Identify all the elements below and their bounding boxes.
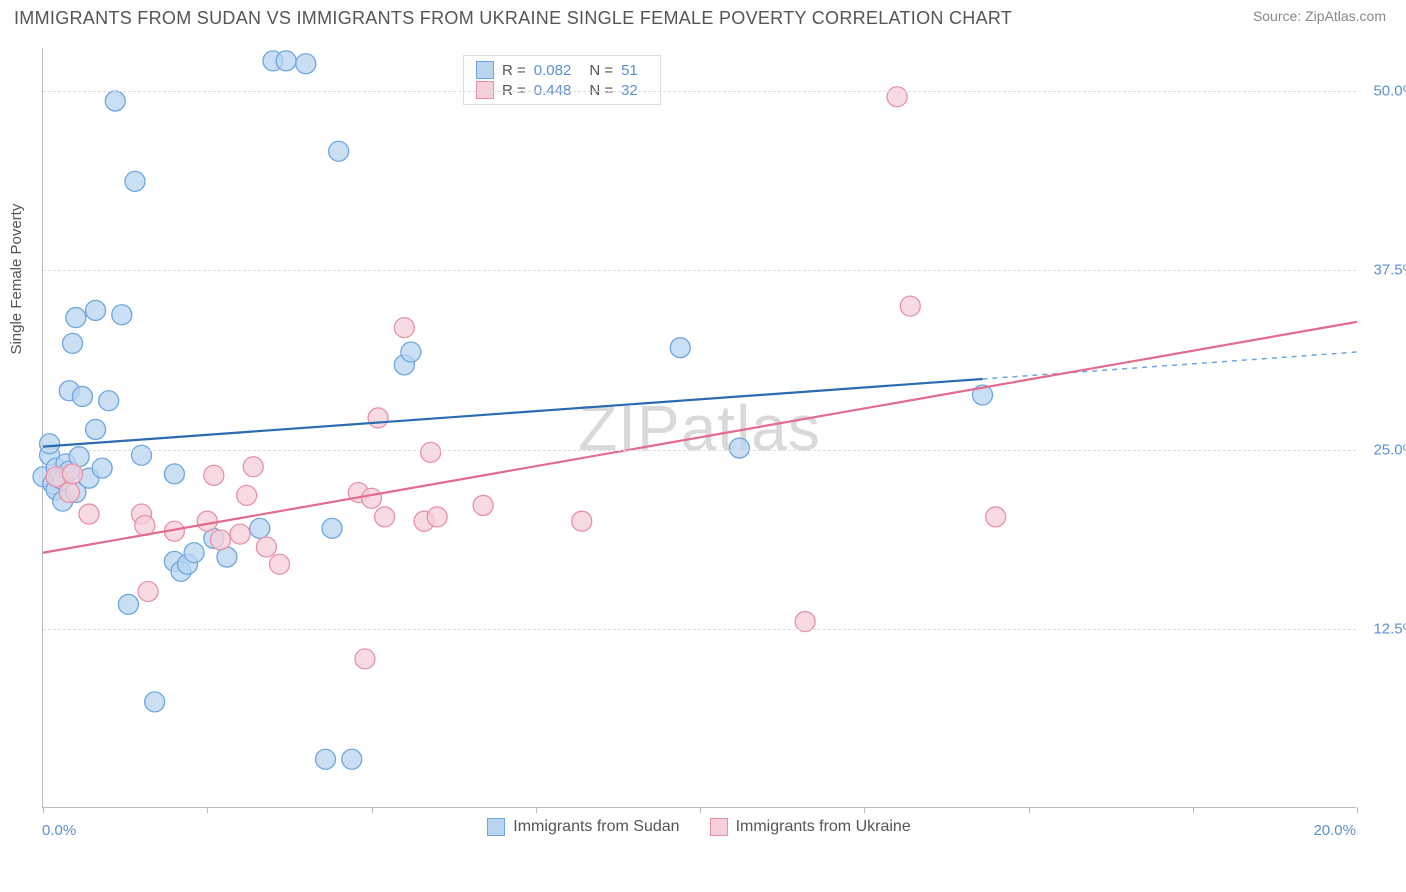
x-tick-mark	[1029, 807, 1030, 813]
scatter-point	[572, 511, 592, 531]
scatter-point	[270, 554, 290, 574]
scatter-point	[112, 305, 132, 325]
gridline	[43, 450, 1356, 451]
y-tick-label: 12.5%	[1361, 620, 1406, 637]
scatter-point	[986, 507, 1006, 527]
y-tick-label: 50.0%	[1361, 83, 1406, 100]
scatter-point	[63, 464, 83, 484]
gridline	[43, 270, 1356, 271]
scatter-point	[138, 581, 158, 601]
scatter-point	[368, 408, 388, 428]
scatter-point	[401, 342, 421, 362]
legend-swatch	[476, 61, 494, 79]
source-label: Source: ZipAtlas.com	[1253, 8, 1386, 24]
r-label: R =	[502, 62, 526, 79]
series-legend: Immigrants from Sudan Immigrants from Ukr…	[42, 818, 1356, 836]
scatter-point	[900, 296, 920, 316]
n-value: 51	[621, 62, 638, 79]
scatter-point	[164, 464, 184, 484]
trend-line	[43, 322, 1357, 553]
x-tick-mark	[864, 807, 865, 813]
scatter-point	[197, 511, 217, 531]
scatter-svg	[43, 48, 1356, 807]
x-tick-mark	[700, 807, 701, 813]
legend-swatch	[487, 818, 505, 836]
gridline	[43, 629, 1356, 630]
scatter-point	[92, 458, 112, 478]
scatter-point	[322, 518, 342, 538]
scatter-point	[394, 318, 414, 338]
n-label: N =	[589, 82, 613, 99]
scatter-point	[329, 141, 349, 161]
scatter-point	[473, 495, 493, 515]
scatter-point	[276, 51, 296, 71]
legend-swatch	[476, 81, 494, 99]
legend-series-item: Immigrants from Ukraine	[710, 818, 911, 836]
scatter-point	[210, 530, 230, 550]
scatter-point	[362, 488, 382, 508]
legend-series-item: Immigrants from Sudan	[487, 818, 679, 836]
legend-stat-row: R = 0.448 N = 32	[476, 80, 648, 100]
x-tick-mark	[536, 807, 537, 813]
legend-series-label: Immigrants from Ukraine	[736, 818, 911, 836]
scatter-point	[99, 391, 119, 411]
scatter-point	[243, 457, 263, 477]
scatter-point	[355, 649, 375, 669]
scatter-point	[887, 87, 907, 107]
scatter-point	[256, 537, 276, 557]
trend-line-extrapolated	[983, 352, 1357, 379]
scatter-point	[118, 594, 138, 614]
x-tick-mark	[43, 807, 44, 813]
scatter-point	[79, 504, 99, 524]
scatter-point	[145, 692, 165, 712]
scatter-point	[427, 507, 447, 527]
scatter-point	[421, 442, 441, 462]
scatter-point	[250, 518, 270, 538]
scatter-point	[59, 483, 79, 503]
scatter-point	[204, 465, 224, 485]
n-label: N =	[589, 62, 613, 79]
legend-swatch	[710, 818, 728, 836]
scatter-point	[670, 338, 690, 358]
y-axis-title: Single Female Poverty	[8, 204, 25, 355]
scatter-point	[729, 438, 749, 458]
scatter-point	[296, 54, 316, 74]
scatter-point	[86, 300, 106, 320]
scatter-point	[86, 419, 106, 439]
scatter-point	[40, 434, 60, 454]
r-value: 0.082	[534, 62, 572, 79]
scatter-point	[105, 91, 125, 111]
legend-stat-row: R = 0.082 N = 51	[476, 60, 648, 80]
scatter-point	[230, 524, 250, 544]
scatter-point	[184, 543, 204, 563]
scatter-point	[132, 445, 152, 465]
chart-plot-area: ZIPatlas R = 0.082N = 51R = 0.448N = 32 …	[42, 48, 1356, 808]
scatter-point	[66, 308, 86, 328]
y-tick-label: 25.0%	[1361, 441, 1406, 458]
scatter-point	[63, 333, 83, 353]
r-label: R =	[502, 82, 526, 99]
x-tick-mark	[207, 807, 208, 813]
n-value: 32	[621, 82, 638, 99]
scatter-point	[72, 386, 92, 406]
scatter-point	[237, 485, 257, 505]
y-tick-label: 37.5%	[1361, 262, 1406, 279]
header: IMMIGRANTS FROM SUDAN VS IMMIGRANTS FROM…	[0, 0, 1406, 33]
x-tick-mark	[1193, 807, 1194, 813]
scatter-point	[375, 507, 395, 527]
scatter-point	[135, 516, 155, 536]
x-tick-mark	[1357, 807, 1358, 813]
gridline	[43, 91, 1356, 92]
x-tick-mark	[372, 807, 373, 813]
scatter-point	[125, 171, 145, 191]
scatter-point	[316, 749, 336, 769]
r-value: 0.448	[534, 82, 572, 99]
legend-series-label: Immigrants from Sudan	[513, 818, 679, 836]
scatter-point	[342, 749, 362, 769]
chart-title: IMMIGRANTS FROM SUDAN VS IMMIGRANTS FROM…	[14, 8, 1012, 29]
correlation-legend: R = 0.082 N = 51 R = 0.448 N = 32	[463, 55, 661, 105]
